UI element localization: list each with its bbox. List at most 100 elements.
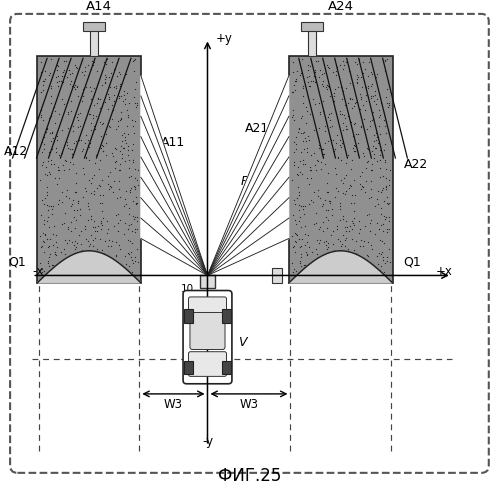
Point [97,132,105,140]
Point [43,125,51,133]
Point [336,141,344,149]
Point [124,225,131,233]
Point [91,159,99,167]
Point [364,82,372,90]
Point [377,250,385,258]
Point [68,150,76,158]
Point [338,246,346,254]
Point [54,200,62,207]
Point [40,216,48,224]
Point [105,74,113,82]
Point [372,272,380,280]
Point [380,196,388,204]
Point [378,248,386,256]
Point [111,164,119,172]
Point [54,162,62,170]
Point [131,192,139,200]
Point [133,176,141,184]
Point [320,238,328,246]
Point [341,242,349,250]
Point [294,184,302,192]
Point [107,184,115,192]
Point [90,171,98,179]
Point [67,98,75,106]
Point [87,119,95,127]
Point [50,137,58,145]
Point [344,268,352,276]
Point [337,82,345,90]
Point [325,256,333,264]
Point [339,231,347,239]
Point [70,212,78,220]
Point [308,248,316,256]
Point [356,105,364,113]
Point [343,126,351,134]
Point [67,107,75,115]
Point [384,246,392,254]
Point [372,230,379,238]
Point [299,272,307,280]
Point [121,196,129,203]
Point [316,262,324,270]
Point [364,238,372,246]
Point [368,70,375,78]
Point [94,94,102,102]
Point [380,116,388,124]
Point [299,137,307,145]
Point [101,71,109,79]
Point [130,94,138,102]
Point [95,256,103,264]
Point [377,237,385,245]
Point [357,270,365,278]
Point [357,236,365,244]
Point [341,114,349,122]
Point [364,252,372,260]
Point [303,250,311,258]
Text: A12: A12 [4,144,28,158]
Point [290,161,298,169]
Point [367,92,374,100]
Point [344,112,352,120]
Point [93,184,101,192]
Point [64,144,72,152]
Point [309,198,317,205]
Point [350,102,358,110]
Point [87,212,95,220]
Point [108,102,116,110]
Point [330,246,338,254]
Point [47,204,55,212]
Point [374,200,382,207]
Point [112,84,120,92]
Point [74,122,82,130]
Point [324,242,332,250]
Point [98,221,106,229]
Point [49,160,57,168]
Point [117,147,124,155]
Point [130,182,138,190]
Point [295,188,303,196]
Point [84,216,92,224]
Point [356,242,364,250]
Point [288,258,296,266]
Point [298,170,306,177]
Point [321,127,329,135]
Point [297,222,305,230]
Point [46,236,54,244]
Point [288,176,296,184]
Point [326,198,334,205]
Point [317,158,325,166]
Point [131,228,139,236]
Point [311,78,319,86]
Point [342,126,350,134]
Point [334,235,342,243]
Point [344,276,352,283]
Point [124,225,131,233]
Point [338,110,346,118]
Point [292,144,300,152]
Point [87,126,95,134]
Point [385,213,393,221]
Point [379,172,387,179]
Point [350,221,358,229]
Point [44,260,52,268]
Point [295,191,303,199]
